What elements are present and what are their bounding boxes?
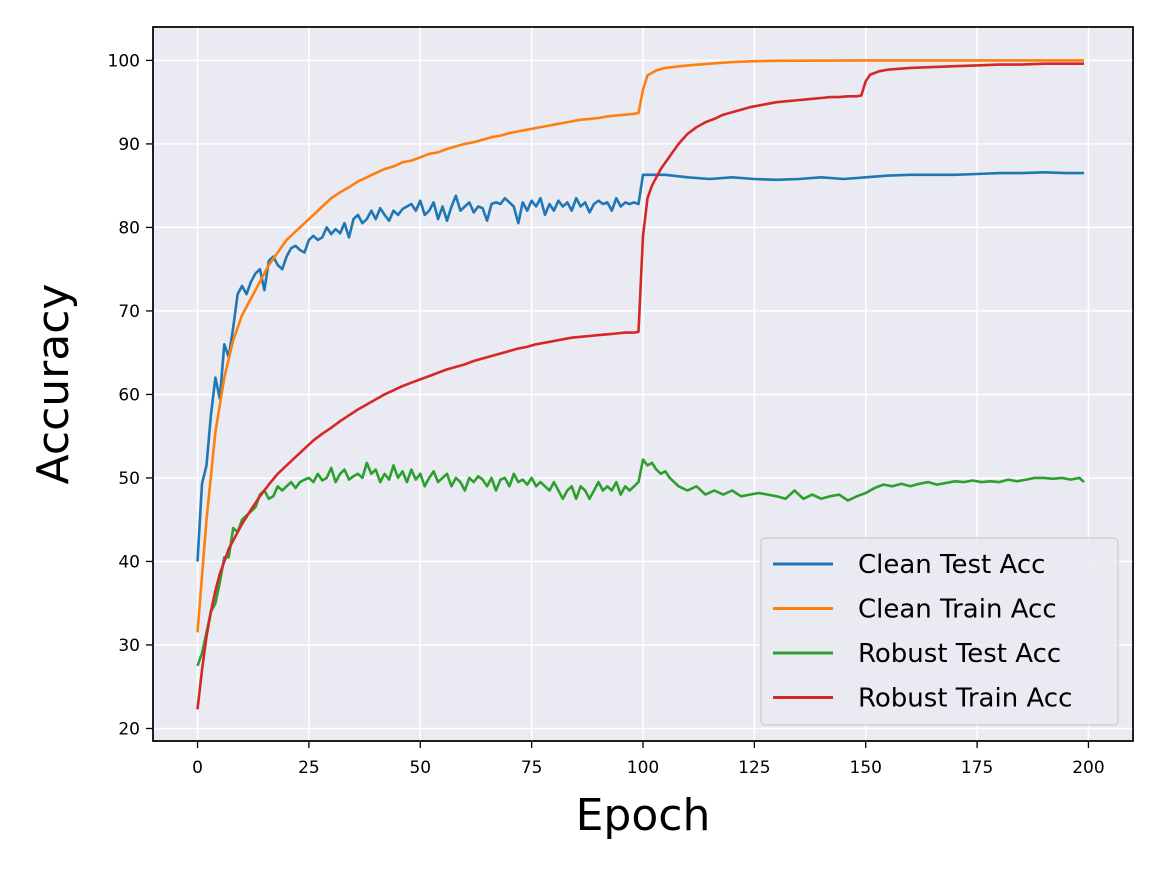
legend: Clean Test Acc Clean Train Acc Robust Test…: [760, 537, 1119, 726]
legend-box: [760, 537, 1119, 726]
y-tick-label: 70: [118, 302, 140, 322]
series-lines: [196, 59, 1085, 710]
x-axis-ticks: 0 25 50 75 100 125 150 175 200: [192, 741, 1105, 778]
series-line-clean-test-acc: [196, 171, 1084, 562]
legend-label-clean-train-acc: Clean Train Acc: [858, 595, 1057, 625]
x-tick-label: 175: [961, 758, 993, 778]
y-axis-label: Accuracy: [28, 284, 79, 485]
y-tick-label: 30: [118, 636, 140, 656]
y-tick-label: 80: [118, 218, 140, 238]
y-tick-label: 50: [118, 469, 140, 489]
x-axis-label: Epoch: [576, 790, 711, 841]
legend-label-robust-test-acc: Robust Test Acc: [858, 639, 1061, 669]
x-tick-label: 50: [409, 758, 431, 778]
x-tick-label: 75: [521, 758, 543, 778]
y-tick-label: 40: [118, 552, 140, 572]
y-tick-label: 100: [108, 51, 140, 71]
legend-label-robust-train-acc: Robust Train Acc: [858, 684, 1072, 714]
x-tick-label: 150: [850, 758, 882, 778]
x-tick-label: 100: [627, 758, 659, 778]
y-tick-label: 20: [118, 719, 140, 739]
x-tick-label: 125: [738, 758, 770, 778]
x-tick-label: 0: [192, 758, 203, 778]
y-axis-ticks: 20 30 40 50 60 70 80 90 100: [108, 51, 153, 739]
x-tick-label: 25: [298, 758, 320, 778]
series-line-clean-train-acc: [196, 59, 1084, 633]
legend-label-clean-test-acc: Clean Test Acc: [858, 550, 1045, 580]
x-tick-label: 200: [1072, 758, 1104, 778]
series-line-robust-train-acc: [196, 62, 1084, 710]
y-tick-label: 60: [118, 385, 140, 405]
series-line-robust-test-acc: [196, 458, 1085, 667]
y-tick-label: 90: [118, 135, 140, 155]
